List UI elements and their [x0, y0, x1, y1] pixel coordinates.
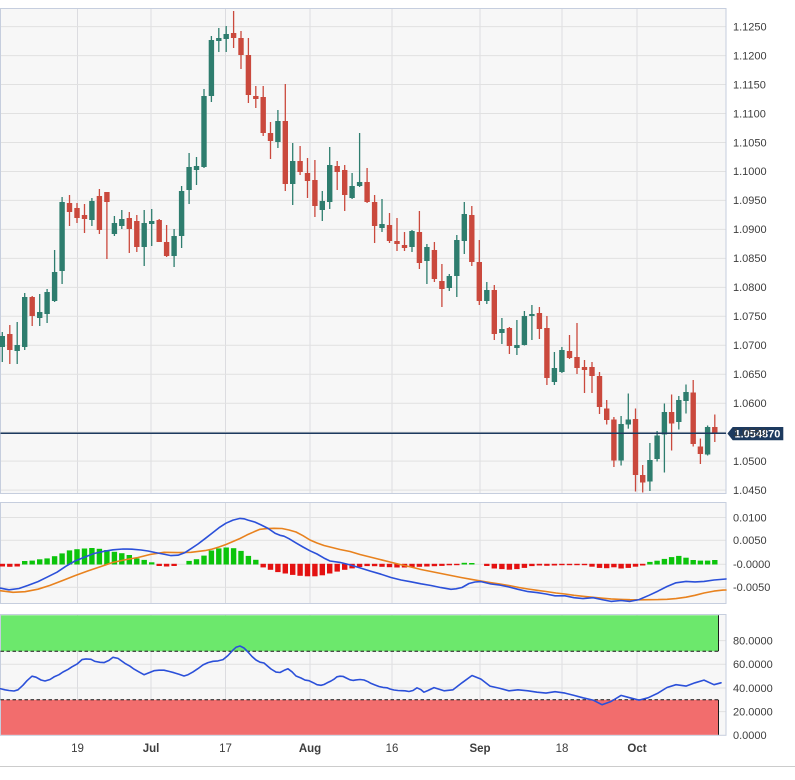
- svg-text:1.0500: 1.0500: [733, 456, 767, 468]
- svg-text:20.0000: 20.0000: [733, 706, 773, 718]
- svg-text:1.054870: 1.054870: [735, 429, 781, 441]
- svg-text:0.0000: 0.0000: [733, 730, 767, 742]
- svg-text:0.0100: 0.0100: [733, 512, 767, 524]
- svg-text:1.0650: 1.0650: [733, 369, 767, 381]
- svg-text:0.0050: 0.0050: [733, 535, 767, 547]
- svg-text:1.0450: 1.0450: [733, 485, 767, 497]
- svg-text:Aug: Aug: [299, 743, 321, 755]
- svg-text:Jul: Jul: [143, 743, 160, 755]
- svg-text:18: 18: [556, 743, 569, 755]
- svg-text:1.1050: 1.1050: [733, 137, 767, 149]
- svg-text:16: 16: [386, 743, 399, 755]
- svg-text:1.0950: 1.0950: [733, 195, 767, 207]
- svg-text:17: 17: [219, 743, 232, 755]
- svg-text:1.0850: 1.0850: [733, 253, 767, 265]
- svg-text:1.0700: 1.0700: [733, 340, 767, 352]
- svg-text:60.0000: 60.0000: [733, 659, 773, 671]
- svg-text:-0.0050: -0.0050: [733, 582, 770, 594]
- svg-text:1.0800: 1.0800: [733, 282, 767, 294]
- svg-text:1.0750: 1.0750: [733, 311, 767, 323]
- svg-text:-0.0000: -0.0000: [733, 559, 770, 571]
- svg-text:1.1100: 1.1100: [733, 108, 766, 120]
- svg-text:19: 19: [71, 743, 84, 755]
- svg-text:40.0000: 40.0000: [733, 683, 773, 695]
- svg-text:80.0000: 80.0000: [733, 635, 773, 647]
- svg-text:1.1250: 1.1250: [733, 21, 767, 33]
- svg-text:1.1000: 1.1000: [733, 166, 767, 178]
- svg-text:1.1200: 1.1200: [733, 50, 767, 62]
- svg-text:1.0550: 1.0550: [733, 427, 767, 439]
- svg-text:1.1150: 1.1150: [733, 79, 766, 91]
- svg-text:Sep: Sep: [469, 743, 490, 755]
- svg-text:Oct: Oct: [627, 743, 646, 755]
- svg-text:1.0900: 1.0900: [733, 224, 767, 236]
- svg-text:1.0600: 1.0600: [733, 398, 767, 410]
